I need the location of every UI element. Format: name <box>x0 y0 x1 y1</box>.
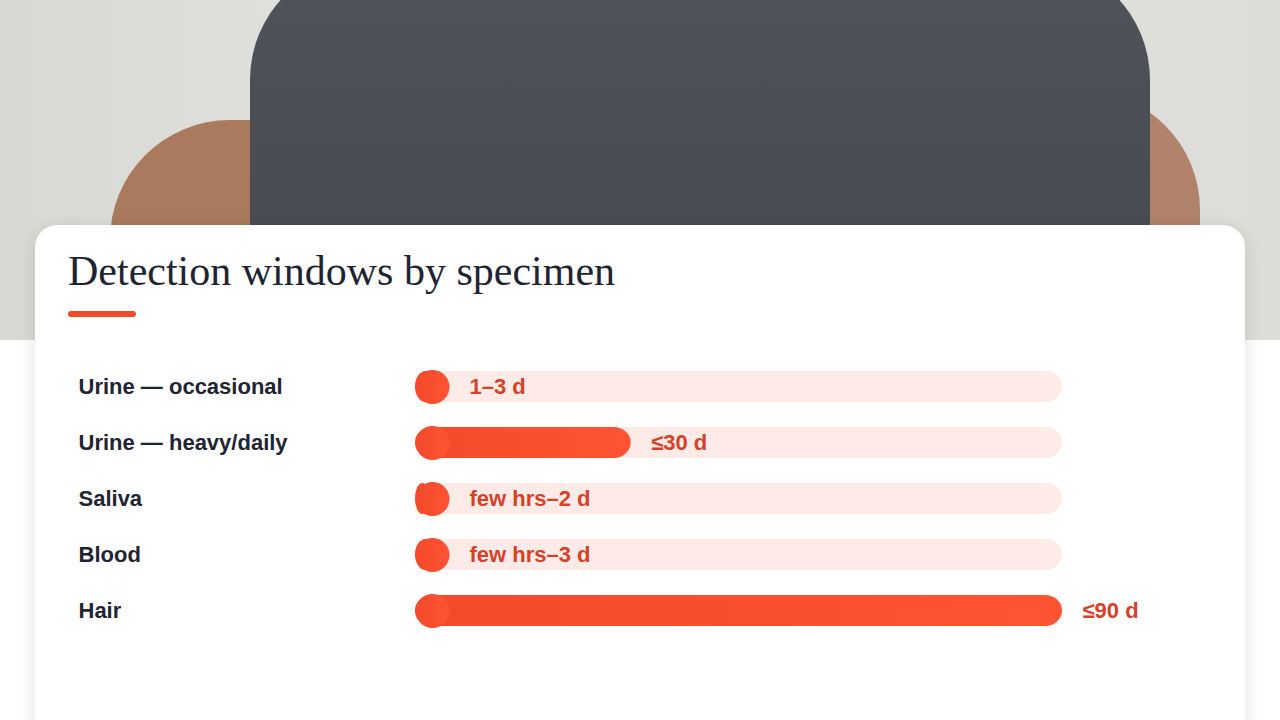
svg-text:Hair: Hair <box>79 598 122 623</box>
svg-text:Urine — occasional: Urine — occasional <box>79 374 283 399</box>
svg-text:1–3 d: 1–3 d <box>470 374 526 399</box>
html-text:Detection windows by specimen: Detection windows by specimen <box>68 248 615 294</box>
svg-text:Saliva: Saliva <box>79 486 143 511</box>
svg-text:few hrs–3 d: few hrs–3 d <box>470 542 591 567</box>
svg-text:≤90 d: ≤90 d <box>1083 598 1139 623</box>
svg-text:Urine — heavy/daily: Urine — heavy/daily <box>79 430 289 455</box>
svg-text:few hrs–2 d: few hrs–2 d <box>470 486 591 511</box>
svg-text:≤30 d: ≤30 d <box>651 430 707 455</box>
svg-text:Blood: Blood <box>79 542 141 567</box>
